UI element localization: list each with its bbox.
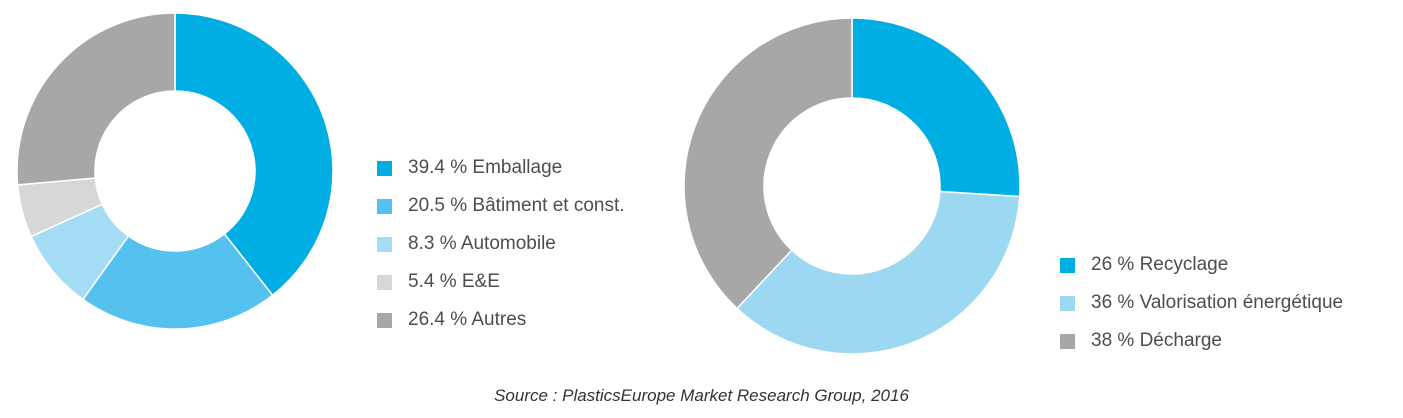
legend-item: 26 % Recyclage <box>1060 246 1343 284</box>
legend-swatch <box>377 160 392 176</box>
legend-swatch <box>377 236 392 252</box>
legend-item: 36 % Valorisation énergétique <box>1060 284 1343 322</box>
legend-swatch <box>377 312 392 328</box>
legend-swatch <box>1060 295 1075 311</box>
legend-label: 8.3 % Automobile <box>408 233 556 254</box>
legend-label: 20.5 % Bâtiment et const. <box>408 195 625 216</box>
donut-slice <box>81 232 274 330</box>
legend-item: 5.4 % E&E <box>377 263 625 301</box>
legend-item: 39.4 % Emballage <box>377 149 625 187</box>
legend-swatch <box>377 274 392 290</box>
legend-swatch <box>377 198 392 214</box>
donut-charts <box>16 12 1021 355</box>
legend-item: 8.3 % Automobile <box>377 225 625 263</box>
legend-item: 38 % Décharge <box>1060 322 1343 360</box>
legend-swatch <box>1060 333 1075 349</box>
donut-slice <box>174 12 334 297</box>
donut-slice <box>851 17 1021 198</box>
donut-slice <box>16 12 176 186</box>
legend-swatch <box>1060 257 1075 273</box>
legend-label: 26 % Recyclage <box>1091 254 1229 275</box>
donut-chart-end-of-life <box>683 17 1021 355</box>
donut-chart-uses <box>16 12 334 330</box>
source-note: Source : PlasticsEurope Market Research … <box>494 386 909 405</box>
legend-label: 5.4 % E&E <box>408 271 500 292</box>
legend-item: 20.5 % Bâtiment et const. <box>377 187 625 225</box>
legend-end-of-life: 26 % Recyclage 36 % Valorisation énergéti… <box>1060 246 1343 360</box>
legend-item: 26.4 % Autres <box>377 301 625 339</box>
legend-label: 38 % Décharge <box>1091 330 1222 351</box>
legend-uses: 39.4 % Emballage 20.5 % Bâtiment et const… <box>377 149 625 339</box>
donut-slice <box>683 17 853 310</box>
legend-label: 39.4 % Emballage <box>408 157 563 178</box>
legend-label: 36 % Valorisation énergétique <box>1091 292 1344 313</box>
legend-label: 26.4 % Autres <box>408 309 527 330</box>
donut-slice <box>735 190 1021 355</box>
